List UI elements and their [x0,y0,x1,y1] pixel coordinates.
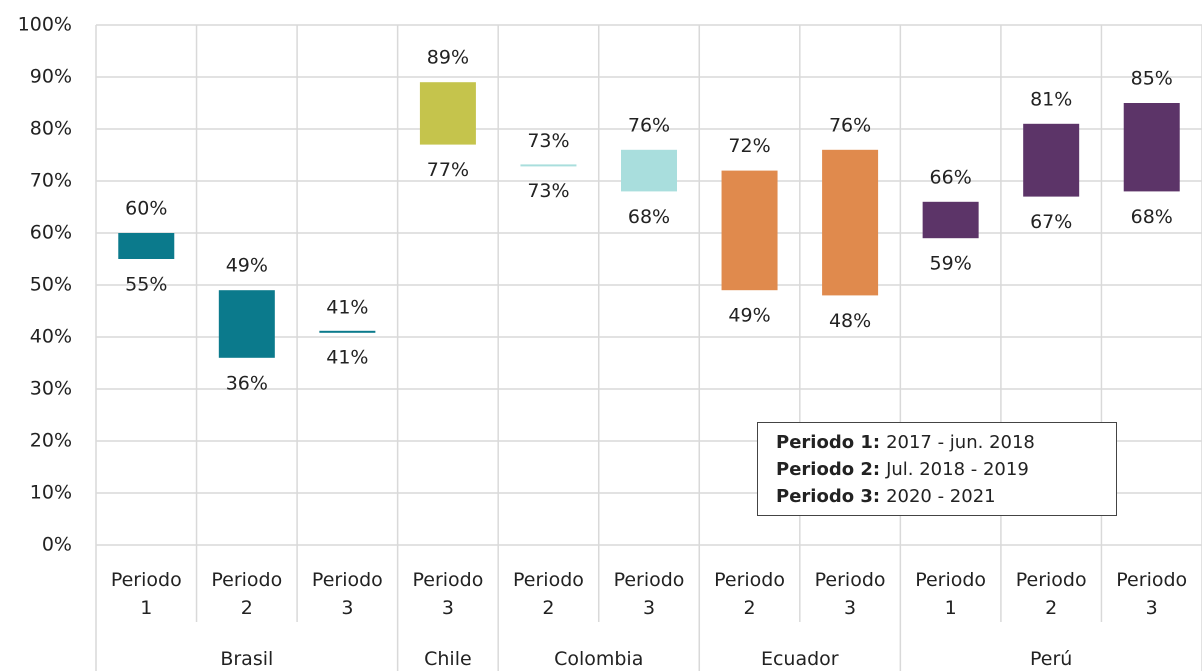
high-label: 41% [326,296,368,318]
range-bar [520,164,577,167]
low-label: 68% [1131,206,1173,228]
range-bar [1123,103,1180,192]
range-bar [621,149,677,192]
y-tick-label: 70% [30,170,72,192]
legend-text: Jul. 2018 - 2019 [886,459,1029,480]
low-label: 36% [226,372,268,394]
x-tick-label: Periodo 3 [814,569,886,619]
group-label: Chile [424,648,472,670]
y-tick-label: 10% [30,482,72,504]
low-label: 68% [628,206,670,228]
legend-label: Periodo 1: [776,432,881,453]
high-label: 66% [930,166,972,188]
low-label: 77% [427,159,469,181]
y-tick-label: 50% [30,274,72,296]
low-label: 55% [125,274,167,296]
group-label: Ecuador [760,648,839,670]
high-label: 60% [125,198,167,220]
low-label: 67% [1030,211,1072,233]
y-tick-label: 100% [18,14,72,36]
range-bar [218,290,275,358]
high-label: 72% [728,135,770,157]
legend-label: Periodo 3: [776,486,881,507]
high-label: 81% [1030,88,1072,110]
legend-label: Periodo 2: [776,459,881,480]
low-label: 59% [930,253,972,275]
legend-row: Periodo 2: Jul. 2018 - 2019 [776,456,1116,483]
low-label: 73% [527,180,569,202]
y-tick-label: 30% [30,378,72,400]
x-tick-label: Periodo 2 [714,569,785,619]
x-tick-label: Periodo 3 [311,569,383,619]
high-label: 76% [628,114,670,136]
range-bar [721,170,778,291]
x-tick-label: Periodo 3 [613,569,685,619]
range-bar [319,330,376,333]
y-tick-label: 80% [30,118,72,140]
legend-box: Periodo 1: 2017 - jun. 2018 Periodo 2: Jul.… [757,422,1117,516]
legend-row: Periodo 3: 2020 - 2021 [776,483,1116,510]
high-label: 76% [829,114,871,136]
y-tick-label: 90% [30,66,72,88]
high-label: 73% [527,130,569,152]
group-label: Colombia [554,648,644,670]
range-bar [1023,123,1080,197]
y-tick-label: 20% [30,430,72,452]
range-bar [922,201,979,239]
x-tick-label: Periodo 3 [1116,569,1188,619]
x-tick-label: Periodo 2 [1015,569,1087,619]
high-label: 85% [1131,68,1173,90]
group-label: Brasil [220,648,274,670]
legend-row: Periodo 1: 2017 - jun. 2018 [776,429,1116,456]
x-tick-label: Periodo 2 [513,569,584,619]
high-label: 49% [226,255,268,277]
y-tick-label: 40% [30,326,72,348]
y-tick-label: 0% [42,534,72,556]
x-tick-label: Periodo 1 [915,569,987,619]
low-label: 48% [829,310,871,332]
high-label: 89% [427,47,469,69]
legend-text: 2020 - 2021 [886,486,996,507]
range-bar [118,233,175,259]
x-tick-label: Periodo 1 [110,569,182,619]
y-tick-label: 60% [30,222,72,244]
range-bar [419,82,476,145]
group-label: Perú [1030,648,1073,670]
range-bar [822,149,879,296]
x-tick-label: Periodo 3 [412,569,484,619]
low-label: 41% [326,346,368,368]
x-tick-label: Periodo 2 [211,569,283,619]
legend-text: 2017 - jun. 2018 [886,432,1035,453]
low-label: 49% [728,305,770,327]
